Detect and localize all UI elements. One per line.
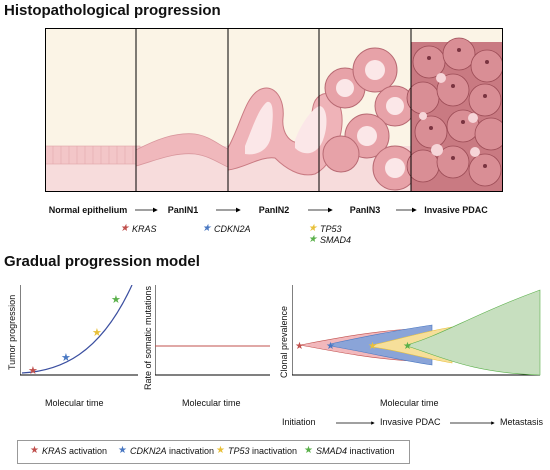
legend-cdkn2a: ★ CDKN2A inactivation [118,445,215,457]
star-icon: ★ [304,445,313,456]
legend-tp53: ★ TP53 inactivation [216,445,298,457]
star-icon: ★ [92,327,102,339]
progression-curve [21,285,133,374]
stage-panin2: PanIN2 [258,205,290,215]
star-icon: ★ [30,445,39,456]
marker-tp53: ★ TP53 [308,223,342,235]
stage-arrows [135,207,417,213]
star-icon: ★ [368,341,377,352]
rate-ylabel: Rate of somatic mutations [143,285,153,390]
star-icon: ★ [202,223,211,234]
star-icon: ★ [118,445,127,456]
timeline-metastasis: Metastasis [500,417,544,427]
clonal-xlabel: Molecular time [380,398,439,408]
gradual-title: Gradual progression model [4,253,200,270]
stage-panin3: PanIN3 [349,205,381,215]
tumor-ylabel: Tumor progression [7,294,17,370]
timeline-arrows [336,421,495,425]
legend-smad4: ★ SMAD4 inactivation [304,445,395,457]
legend [17,440,410,464]
marker-cdkn2a: ★ CDKN2A [202,223,251,235]
star-icon: ★ [61,352,71,364]
histo-title: Histopathological progression [4,2,221,19]
tumor-xlabel: Molecular time [45,398,104,408]
clone-smad4 [406,289,541,376]
star-icon: ★ [216,445,225,456]
star-icon: ★ [308,223,317,234]
star-icon: ★ [403,341,412,352]
timeline-initiation: Initiation [282,417,316,427]
star-icon: ★ [28,365,38,377]
clonal-ylabel: Clonal prevalence [279,305,289,378]
mutation-rate-plot [155,285,270,376]
timeline-invasive-pdac: Invasive PDAC [380,417,441,427]
star-icon: ★ [308,234,317,245]
histology-illustration [45,28,503,192]
star-icon: ★ [295,341,304,352]
rate-xlabel: Molecular time [182,398,241,408]
marker-kras: ★ KRAS [120,223,157,235]
stage-normal-epithelium: Normal epithelium [48,205,128,215]
legend-kras: ★ KRAS activation [30,445,108,457]
star-icon: ★ [326,341,335,352]
star-icon: ★ [120,223,129,234]
marker-smad4: ★ SMAD4 [308,234,351,246]
star-icon: ★ [111,294,121,306]
stage-invasive-pdac: Invasive PDAC [424,205,488,215]
stage-panin1: PanIN1 [167,205,199,215]
clonal-prevalence-plot: ★ ★ ★ ★ [292,285,541,376]
tumor-progression-plot: ★ ★ ★ ★ [20,285,138,377]
